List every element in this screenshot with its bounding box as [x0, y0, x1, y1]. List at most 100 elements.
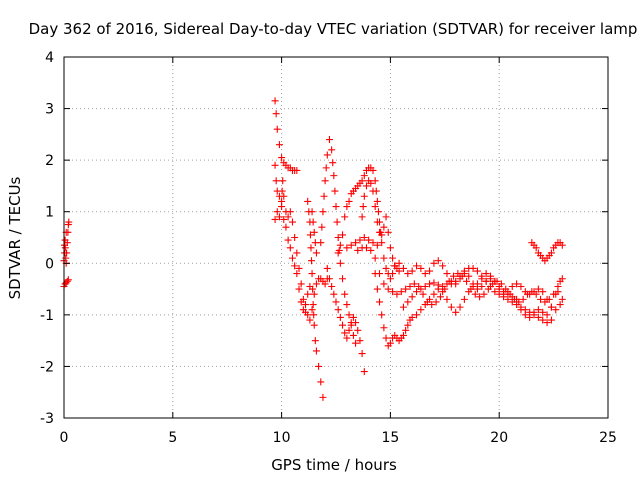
data-point [312, 280, 320, 288]
data-point [284, 236, 292, 244]
data-point [331, 187, 339, 195]
data-point [334, 306, 342, 314]
data-point [434, 257, 442, 265]
data-point [473, 280, 481, 288]
data-point [349, 313, 357, 321]
data-point [336, 241, 344, 249]
data-point [554, 282, 562, 290]
data-point [434, 281, 442, 289]
x-tick-label: 0 [60, 430, 69, 446]
data-point [374, 208, 382, 216]
data-point [349, 331, 357, 339]
data-point [395, 267, 403, 275]
data-point [408, 313, 416, 321]
data-point [278, 187, 286, 195]
chart-title: Day 362 of 2016, Sidereal Day-to-day VTE… [29, 20, 638, 38]
data-point [297, 298, 305, 306]
data-point [371, 203, 379, 211]
data-point [309, 301, 317, 309]
data-point [310, 290, 318, 298]
x-tick-label: 25 [599, 430, 617, 446]
data-point [318, 223, 326, 231]
data-point [404, 270, 412, 278]
data-point [382, 213, 390, 221]
data-point [491, 277, 499, 285]
data-point [336, 313, 344, 321]
data-point [486, 272, 494, 280]
data-point [369, 166, 377, 174]
data-point [308, 208, 316, 216]
data-point [64, 276, 72, 284]
data-point [373, 285, 381, 293]
x-tick-label: 20 [490, 430, 508, 446]
data-point [384, 285, 392, 293]
data-point [456, 275, 464, 283]
data-point [399, 331, 407, 339]
data-point [380, 324, 388, 332]
data-point [539, 316, 547, 324]
data-point [271, 97, 279, 105]
data-point [417, 264, 425, 272]
data-point [547, 303, 555, 311]
y-tick-label: -3 [40, 411, 54, 427]
data-point [63, 277, 71, 285]
data-point [358, 177, 366, 185]
data-point [328, 146, 336, 154]
data-point [371, 177, 379, 185]
data-point [273, 208, 281, 216]
data-point [476, 293, 484, 301]
plot-frame [63, 56, 609, 419]
data-point [428, 301, 436, 309]
data-point [272, 177, 280, 185]
data-point [317, 239, 325, 247]
data-point [373, 241, 381, 249]
data-point [308, 306, 316, 314]
data-point [333, 218, 341, 226]
data-point [322, 164, 330, 172]
data-point [389, 254, 397, 262]
data-point [304, 311, 312, 319]
data-point [341, 290, 349, 298]
axis-ticks: 0 5 10 15 20 25 -3 -2 -1 0 1 2 3 4 [40, 50, 617, 446]
data-point [452, 280, 460, 288]
data-point [402, 326, 410, 334]
data-points [60, 97, 566, 401]
data-point [273, 125, 281, 133]
data-point [423, 298, 431, 306]
data-point [291, 262, 299, 270]
data-point [279, 177, 287, 185]
data-point [329, 159, 337, 167]
data-point [504, 290, 512, 298]
data-point [319, 208, 327, 216]
data-point [309, 285, 317, 293]
data-point [500, 288, 508, 296]
data-point [404, 321, 412, 329]
data-point [484, 285, 492, 293]
data-point [539, 308, 547, 316]
data-point [473, 267, 481, 275]
data-point [491, 288, 499, 296]
y-axis-label: SDTVAR / TECUs [6, 176, 24, 299]
data-point [336, 259, 344, 267]
data-point [288, 254, 296, 262]
data-point [556, 301, 564, 309]
data-point [315, 362, 323, 370]
data-point [367, 246, 375, 254]
data-point [450, 272, 458, 280]
data-point [367, 179, 375, 187]
data-point [304, 290, 312, 298]
data-point [378, 311, 386, 319]
data-point [65, 218, 73, 226]
data-point [480, 290, 488, 298]
data-point [395, 259, 403, 267]
data-point [447, 303, 455, 311]
data-point [343, 301, 351, 309]
data-point [443, 295, 451, 303]
data-point [325, 275, 333, 283]
data-point [539, 288, 547, 296]
data-point [537, 295, 545, 303]
data-point [443, 270, 451, 278]
data-point [371, 254, 379, 262]
data-point [302, 301, 310, 309]
data-point [406, 282, 414, 290]
